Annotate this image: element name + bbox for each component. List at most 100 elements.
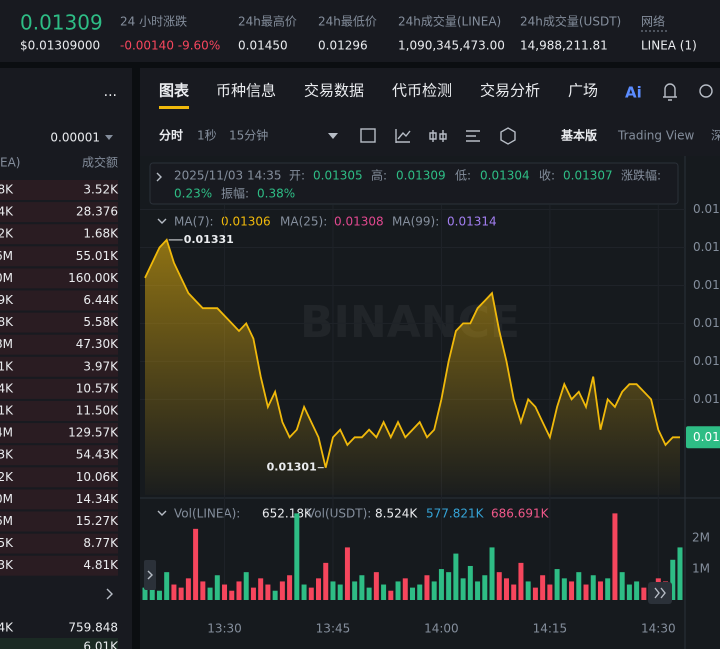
volume-bar <box>410 587 415 600</box>
tool-icon[interactable] <box>395 129 411 143</box>
depth-bar <box>0 224 118 245</box>
depth-bar <box>0 268 118 289</box>
tab-ai[interactable]: Ai <box>625 84 642 102</box>
tool-icon[interactable] <box>500 127 516 145</box>
volume-bar <box>417 584 423 600</box>
volume-bar <box>352 581 358 600</box>
volume-bar <box>323 562 329 600</box>
ohlc-value: 0.01307 <box>563 169 613 183</box>
annotation: 0.01301 <box>267 461 317 474</box>
tab[interactable]: 币种信息 <box>216 82 276 100</box>
order-qty: 1K <box>0 404 14 418</box>
volume-bar <box>344 547 350 600</box>
volume-bar <box>156 590 162 600</box>
collapse-icon[interactable] <box>156 172 162 182</box>
order-qty: 5K <box>0 536 14 550</box>
ohlc-value: 0.23% <box>174 187 212 201</box>
column-header: 成交额 <box>82 155 118 170</box>
volume-bar <box>373 572 379 600</box>
stat-value: 0.01296 <box>318 39 368 53</box>
stat-value[interactable]: LINEA (1) <box>641 39 697 53</box>
tool-icon[interactable] <box>466 130 480 142</box>
collapse-icon[interactable] <box>157 510 167 516</box>
ohlc-value: 0.01309 <box>396 169 446 183</box>
volume-bar <box>294 513 300 600</box>
vol-value: 8.524K <box>375 507 418 521</box>
interval[interactable]: 分时 <box>159 128 183 143</box>
dropdown-icon[interactable] <box>105 135 113 140</box>
volume-bar <box>222 584 228 600</box>
depth-bar <box>0 533 118 554</box>
volume-bar <box>677 547 683 600</box>
more-icon[interactable] <box>106 588 113 600</box>
volume-bar <box>258 578 264 600</box>
tab[interactable]: 广场 <box>568 82 598 100</box>
volume-bar <box>438 569 444 600</box>
menu[interactable]: ... <box>104 84 117 100</box>
volume-bar <box>178 587 184 600</box>
tab[interactable]: 图表 <box>159 82 190 100</box>
volume-bar <box>569 581 575 600</box>
order-qty: 8M <box>0 337 13 351</box>
ma-value: 0.01306 <box>221 215 271 229</box>
collapse-icon[interactable] <box>157 218 167 224</box>
tick-size[interactable]: 0.00001 <box>50 131 100 145</box>
view[interactable]: 基本版 <box>560 128 597 143</box>
volume-bar <box>467 565 473 600</box>
volume-bar <box>453 553 459 600</box>
volume-bar <box>424 575 430 600</box>
order-amount: 6.44K <box>83 293 119 307</box>
volume-bar <box>337 584 343 600</box>
scroll-button[interactable] <box>648 582 672 604</box>
order-amount: 54.43K <box>76 448 119 462</box>
stat-value: 0.01450 <box>238 39 288 53</box>
depth-bar <box>0 638 118 649</box>
volume-bar <box>597 581 603 600</box>
ohlc-value: 0.38% <box>257 187 295 201</box>
x-tick-label: 13:30 <box>207 622 242 636</box>
dropdown-icon[interactable] <box>328 133 338 139</box>
stat-label[interactable]: 网络 <box>641 14 665 29</box>
order-qty: 6M <box>0 249 13 263</box>
order-amount: 15.27K <box>76 514 119 528</box>
tab[interactable]: 交易分析 <box>480 82 540 100</box>
volume-bar <box>265 584 271 600</box>
scroll-button[interactable] <box>144 560 156 590</box>
interval[interactable]: 15分钟 <box>229 128 268 143</box>
order-amount: 3.97K <box>83 359 119 373</box>
price-tag-label: 0.01 <box>693 430 720 444</box>
depth-bar <box>0 555 118 576</box>
ohlc-label: 收: <box>539 169 555 183</box>
order-qty: 2K <box>0 470 14 484</box>
volume-bar <box>207 587 213 600</box>
volume-bar <box>171 584 177 600</box>
tool-icon[interactable] <box>360 128 376 143</box>
stat-label: 24h成交量(USDT) <box>520 14 621 29</box>
bell-icon[interactable] <box>663 83 677 101</box>
scroll-icon[interactable] <box>654 587 666 599</box>
tool-icon[interactable] <box>429 130 447 142</box>
volume-bar <box>532 587 538 600</box>
interval[interactable]: 1秒 <box>197 129 217 143</box>
y-tick-label: 0.01 <box>693 278 720 292</box>
order-qty: 8K <box>0 315 14 329</box>
order-qty: 0M <box>0 492 13 506</box>
view[interactable]: 深 <box>711 129 720 143</box>
volume-bar <box>518 562 524 600</box>
order-amount: 160.00K <box>68 271 119 285</box>
tab[interactable]: 交易数据 <box>304 82 364 100</box>
x-tick-label: 14:00 <box>424 622 459 636</box>
settings-icon[interactable] <box>699 84 713 98</box>
vol-label: Vol(LINEA): <box>174 507 240 521</box>
volume-bar <box>366 587 372 600</box>
volume-bar <box>185 578 191 600</box>
view[interactable]: Trading View <box>617 129 695 143</box>
volume-bar <box>272 590 278 600</box>
tab[interactable]: 代币检测 <box>392 82 452 100</box>
scroll-icon[interactable] <box>147 570 153 580</box>
y-tick-label: 0.01 <box>693 392 720 406</box>
ohlc-label: 低: <box>455 169 471 183</box>
volume-bar <box>243 572 249 600</box>
ma-label: MA(99): <box>392 215 439 229</box>
volume-bar <box>308 587 314 600</box>
